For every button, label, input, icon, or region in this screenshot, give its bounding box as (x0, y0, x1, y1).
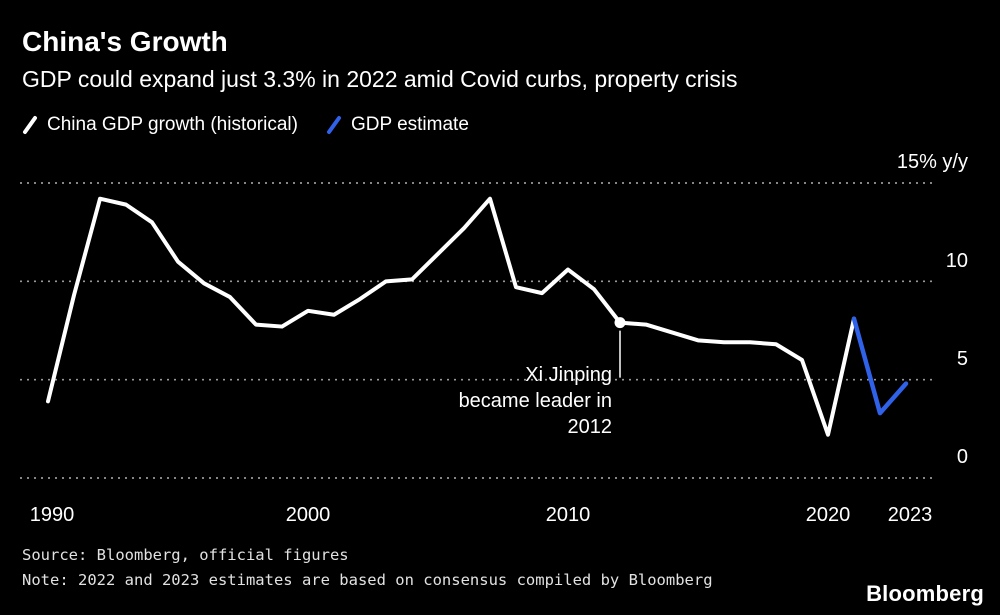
legend-label-estimate: GDP estimate (350, 114, 469, 135)
source-text: Source: Bloomberg, official figures (22, 546, 349, 564)
note-text: Note: 2022 and 2023 estimates are based … (22, 571, 713, 589)
x-axis-label-2020: 2020 (805, 504, 851, 526)
y-axis-label-5: 5 (956, 348, 968, 370)
blue-slash-icon (326, 115, 342, 135)
x-axis-label-2010: 2010 (545, 504, 591, 526)
x-axis-label-2000: 2000 (285, 504, 331, 526)
legend-label-historical: China GDP growth (historical) (47, 114, 298, 135)
white-slash-icon (22, 115, 38, 135)
y-axis-label-10: 10 (945, 250, 968, 272)
x-axis-label-1990: 1990 (29, 504, 75, 526)
bloomberg-logo: Bloomberg (866, 581, 984, 606)
x-axis-label-2023: 2023 (887, 504, 933, 526)
y-axis-label-15: 15% y/y (896, 151, 968, 173)
annotation-line-1: Xi Jinping (525, 364, 612, 386)
legend: China GDP growth (historical) GDP estima… (22, 114, 469, 136)
page-subtitle: GDP could expand just 3.3% in 2022 amid … (22, 66, 738, 92)
legend-item-historical: China GDP growth (historical) (22, 114, 298, 136)
annotation-line-3: 2012 (567, 416, 613, 438)
page-title: China's Growth (22, 26, 228, 57)
annotation-line-2: became leader in (458, 390, 612, 412)
annotation-xi-jinping: Xi Jinping became leader in 2012 (330, 362, 612, 440)
legend-item-estimate: GDP estimate (326, 114, 469, 136)
y-axis-label-0: 0 (956, 446, 968, 468)
